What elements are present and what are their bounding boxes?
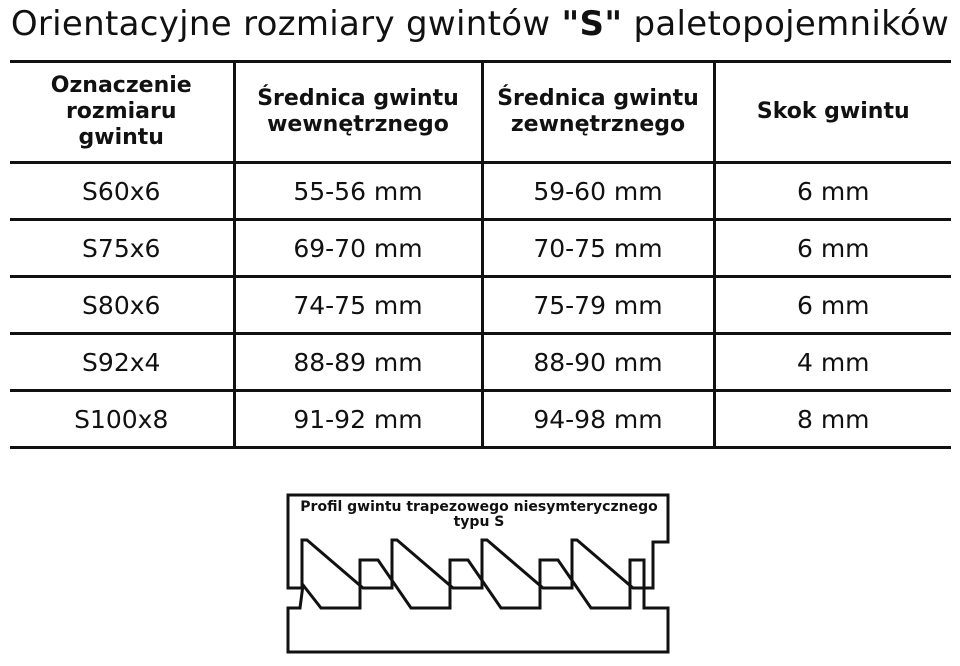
title-prefix: Orientacyjne rozmiary gwintów (10, 4, 562, 44)
cell-pitch: 6 mm (712, 219, 951, 277)
title-highlight: "S" (561, 4, 623, 44)
header-pitch: Skok gwintu (712, 61, 951, 163)
thread-sizes-table: Oznaczenie rozmiaru gwintu Średnica gwin… (10, 60, 951, 449)
diagram-label-line1: Profil gwintu trapezowego niesymteryczne… (300, 499, 658, 515)
table-row: S60x6 55-56 mm 59-60 mm 6 mm (10, 162, 951, 220)
table-row: S100x8 91-92 mm 94-98 mm 8 mm (10, 390, 951, 448)
header-designation: Oznaczenie rozmiaru gwintu (10, 61, 236, 163)
cell-internal-diameter: 88-89 mm (232, 333, 484, 391)
cell-internal-diameter: 69-70 mm (232, 219, 484, 277)
cell-external-diameter: 59-60 mm (480, 162, 716, 220)
cell-internal-diameter: 55-56 mm (232, 162, 484, 220)
cell-pitch: 6 mm (712, 276, 951, 334)
thread-profile-diagram (286, 493, 670, 654)
cell-external-diameter: 75-79 mm (480, 276, 716, 334)
cell-external-diameter: 70-75 mm (480, 219, 716, 277)
table-row: S92x4 88-89 mm 88-90 mm 4 mm (10, 333, 951, 391)
diagram-label-line2: typu S (453, 514, 505, 530)
cell-pitch: 8 mm (712, 390, 951, 448)
bolt-profile (286, 558, 670, 654)
cell-external-diameter: 94-98 mm (480, 390, 716, 448)
title-suffix: paletopojemników (622, 4, 950, 44)
cell-designation: S75x6 (10, 219, 236, 277)
cell-internal-diameter: 91-92 mm (232, 390, 484, 448)
cell-designation: S92x4 (10, 333, 236, 391)
cell-external-diameter: 88-90 mm (480, 333, 716, 391)
cell-pitch: 4 mm (712, 333, 951, 391)
nut-profile (286, 493, 670, 590)
header-internal-diameter: Średnica gwintu wewnętrznego (232, 61, 484, 163)
cell-designation: S80x6 (10, 276, 236, 334)
cell-designation: S100x8 (10, 390, 236, 448)
cell-pitch: 6 mm (712, 162, 951, 220)
table-header-row: Oznaczenie rozmiaru gwintu Średnica gwin… (10, 61, 951, 163)
header-external-diameter: Średnica gwintu zewnętrznego (480, 61, 716, 163)
diagram-label: Profil gwintu trapezowego niesymteryczne… (290, 500, 668, 530)
table-row: S75x6 69-70 mm 70-75 mm 6 mm (10, 219, 951, 277)
table-row: S80x6 74-75 mm 75-79 mm 6 mm (10, 276, 951, 334)
page-title: Orientacyjne rozmiary gwintów "S" paleto… (0, 4, 960, 44)
cell-designation: S60x6 (10, 162, 236, 220)
cell-internal-diameter: 74-75 mm (232, 276, 484, 334)
